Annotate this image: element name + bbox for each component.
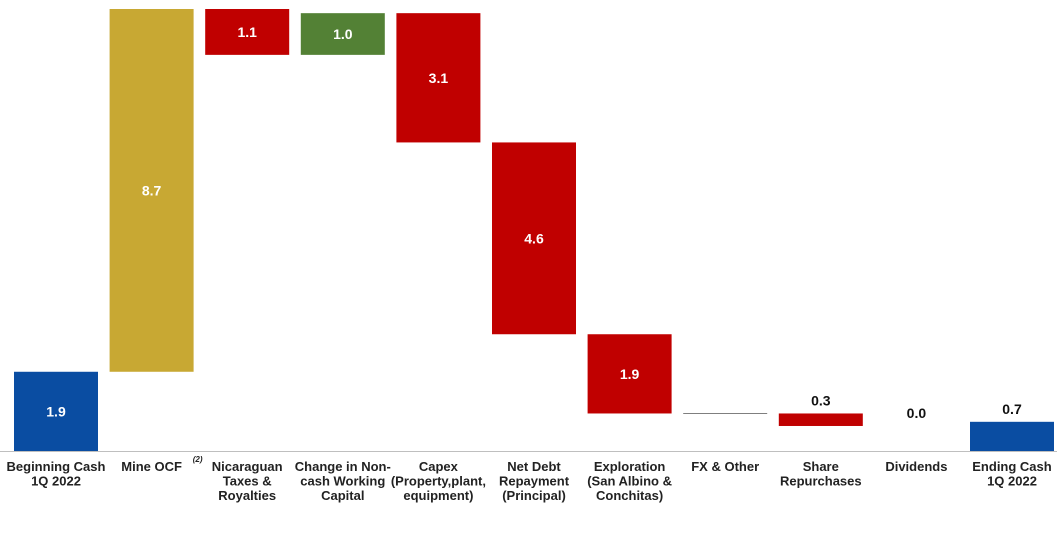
bar-3 <box>300 13 385 55</box>
data-label-1: 8.7 <box>142 182 162 198</box>
category-label-7: FX & Other <box>691 459 759 474</box>
data-label-0: 1.9 <box>46 403 66 419</box>
bar-1 <box>109 9 194 372</box>
bar-2 <box>205 9 290 55</box>
category-label-6: Exploration (San Albino & Conchitas) <box>587 459 672 503</box>
bar-10 <box>970 421 1054 451</box>
data-label-5: 4.6 <box>524 230 544 246</box>
bar-4 <box>396 13 481 143</box>
footnote-marker-1: (2) <box>193 455 203 464</box>
data-label-2: 1.1 <box>237 24 257 40</box>
category-label-3: Change in Non-cash Working Capital <box>295 459 391 503</box>
data-label-3: 1.0 <box>333 26 353 42</box>
category-label-0: Beginning Cash 1Q 2022 <box>7 459 106 489</box>
data-label-10: 0.7 <box>1002 401 1022 417</box>
category-label-1: Mine OCF <box>121 459 182 474</box>
bar-0 <box>14 371 98 451</box>
data-label-4: 3.1 <box>429 70 449 86</box>
data-label-6: 1.9 <box>620 366 640 382</box>
category-label-2: Nicaraguan Taxes & Royalties <box>212 459 283 503</box>
bar-8 <box>778 413 863 426</box>
data-label-9: 0.0 <box>907 405 927 421</box>
data-label-8: 0.3 <box>811 392 831 408</box>
category-label-4: Capex (Property,plant, equipment) <box>391 459 486 503</box>
category-label-8: Share Repurchases <box>780 459 862 489</box>
bar-6 <box>587 334 672 414</box>
bar-5 <box>492 142 576 335</box>
category-label-9: Dividends <box>885 459 947 474</box>
category-label-10: Ending Cash 1Q 2022 <box>972 459 1052 489</box>
category-label-5: Net Debt Repayment (Principal) <box>499 459 570 503</box>
